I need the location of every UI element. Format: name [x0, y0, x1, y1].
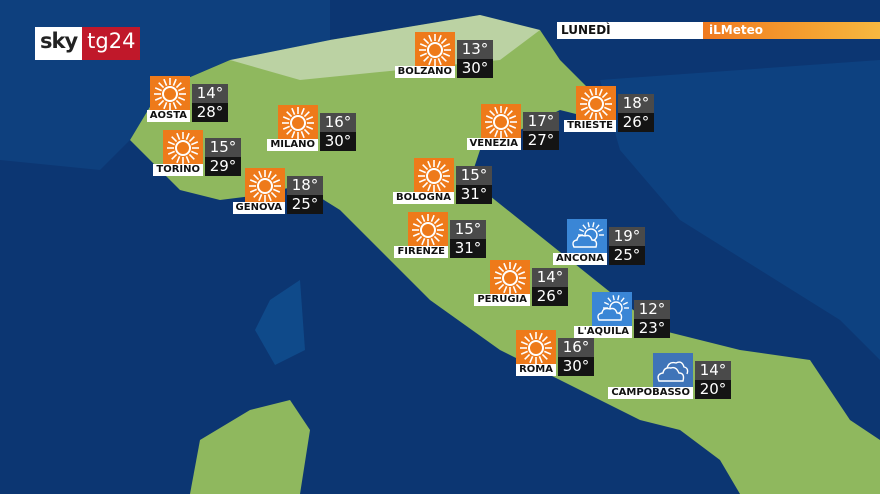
skytg24-logo: sky tg24: [35, 27, 141, 60]
min-temp: 19°: [609, 227, 645, 246]
max-temp: 30°: [457, 59, 493, 78]
max-temp: 25°: [609, 246, 645, 265]
min-temp: 14°: [695, 361, 731, 380]
min-temp: 12°: [634, 300, 670, 319]
land-balkans: [600, 60, 880, 360]
cloudy-icon: [653, 353, 693, 389]
max-temp: 30°: [558, 357, 594, 376]
partly-cloudy-icon: [592, 292, 632, 328]
sun-icon: [576, 86, 616, 122]
sun-icon: [408, 212, 448, 248]
city-forecast: 18° 25° GENOVA: [232, 168, 365, 228]
city-name: BOLZANO: [394, 66, 455, 78]
city-forecast: 17° 27° VENEZIA: [466, 104, 601, 164]
sun-icon: [414, 158, 454, 194]
city-name: PERUGIA: [474, 294, 530, 306]
max-temp: 29°: [205, 157, 241, 176]
city-forecast: 16° 30° ROMA: [516, 330, 636, 390]
min-temp: 17°: [523, 112, 559, 131]
city-name: VENEZIA: [466, 138, 521, 150]
sun-icon: [278, 105, 318, 141]
city-forecast: 13° 30° BOLZANO: [394, 32, 535, 92]
min-temp: 18°: [287, 176, 323, 195]
max-temp: 28°: [192, 103, 228, 122]
city-name: BOLOGNA: [393, 192, 454, 204]
sun-icon: [490, 260, 530, 296]
city-forecast: 15° 31° FIRENZE: [394, 212, 528, 272]
city-name: TRIESTE: [564, 120, 616, 132]
max-temp: 26°: [532, 287, 568, 306]
city-name: FIRENZE: [394, 246, 448, 258]
city-name: ROMA: [516, 364, 556, 376]
min-temp: 15°: [205, 138, 241, 157]
city-name: CAMPOBASSO: [608, 387, 693, 399]
logo-sky: sky: [35, 27, 83, 60]
land-sardinia: [190, 400, 310, 494]
city-name: ANCONA: [552, 253, 607, 265]
city-forecast: 19° 25° ANCONA: [552, 219, 687, 279]
land-corsica: [255, 280, 305, 365]
ilmeteo-logo: iLMeteo: [703, 22, 880, 39]
city-forecast: 15° 29° TORINO: [153, 130, 283, 190]
max-temp: 26°: [618, 113, 654, 132]
city-name: L'AQUILA: [574, 326, 632, 338]
max-temp: 25°: [287, 195, 323, 214]
partly-cloudy-icon: [567, 219, 607, 255]
min-temp: 16°: [320, 113, 356, 132]
min-temp: 18°: [618, 94, 654, 113]
day-banner: LUNEDÌ iLMeteo: [557, 22, 880, 39]
city-forecast: 18° 26° TRIESTE: [564, 86, 696, 146]
sun-icon: [481, 104, 521, 140]
city-forecast: 14° 28° AOSTA: [146, 76, 270, 136]
sun-icon: [245, 168, 285, 204]
city-name: AOSTA: [146, 110, 190, 122]
min-temp: 13°: [457, 40, 493, 59]
sun-icon: [150, 76, 190, 112]
sun-icon: [516, 330, 556, 366]
max-temp: 27°: [523, 131, 559, 150]
min-temp: 14°: [192, 84, 228, 103]
day-label: LUNEDÌ: [557, 22, 703, 39]
min-temp: 15°: [456, 166, 492, 185]
max-temp: 31°: [456, 185, 492, 204]
max-temp: 30°: [320, 132, 356, 151]
min-temp: 15°: [450, 220, 486, 239]
logo-tg24: tg24: [82, 27, 141, 60]
max-temp: 31°: [450, 239, 486, 258]
min-temp: 14°: [532, 268, 568, 287]
max-temp: 20°: [695, 380, 731, 399]
city-forecast: 14° 20° CAMPOBASSO: [608, 353, 773, 413]
city-forecast: 14° 26° PERUGIA: [474, 260, 610, 320]
city-name: MILANO: [267, 139, 318, 151]
city-forecast: 12° 23° L'AQUILA: [574, 292, 712, 352]
sun-icon: [163, 130, 203, 166]
sun-icon: [415, 32, 455, 68]
city-forecast: 15° 31° BOLOGNA: [393, 158, 534, 218]
max-temp: 23°: [634, 319, 670, 338]
city-name: TORINO: [153, 164, 203, 176]
city-forecast: 16° 30° MILANO: [267, 105, 398, 165]
min-temp: 16°: [558, 338, 594, 357]
city-name: GENOVA: [232, 202, 285, 214]
